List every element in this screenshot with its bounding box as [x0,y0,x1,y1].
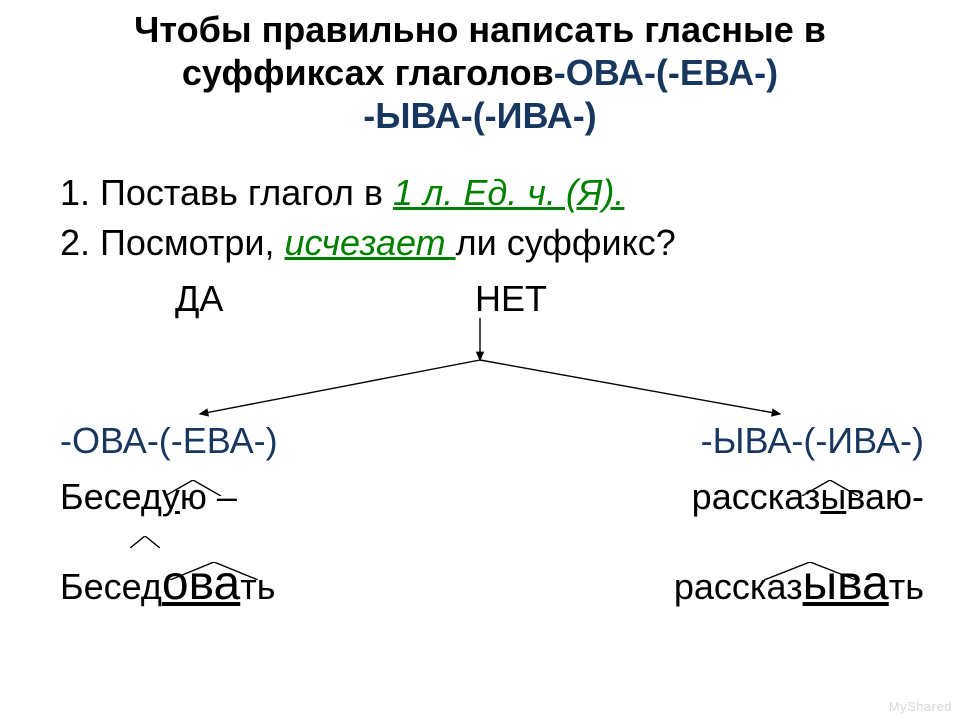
label-da: ДА [175,278,223,320]
ex-l2-pre: Бесед [60,566,162,607]
ex-l1-pre: Бесед [60,476,162,517]
branch-ova: -ОВА-(-ЕВА-) [60,420,278,462]
ex-r2-suf: ыва [803,557,889,610]
step-2: 2. Посмотри, исчезает ли суффикс? [60,222,676,264]
ex-r2-pre: рассказ [674,566,803,607]
ex-l2-post: ть [240,566,275,607]
title-ova2: -ЫВА-(-ИВА-) [363,95,596,136]
ex-r1-pre: рассказ [692,476,821,517]
slide: Чтобы правильно написать гласные в суффи… [0,0,960,720]
ex-r2-post: ть [889,566,924,607]
ex-r1-post: ваю- [846,476,924,517]
title-block: Чтобы правильно написать гласные в суффи… [0,8,960,138]
hat-icon [130,536,160,548]
watermark: MyShared [889,699,952,714]
step1-prefix: 1. Поставь глагол в [60,172,393,213]
ex-r1-u: ы [820,476,846,517]
ex-l2-suf: ова [162,557,240,610]
branch-yva: -ЫВА-(-ИВА-) [701,420,924,462]
example-right-1: рассказываю- [692,476,924,518]
step1-green: 1 л. Ед. ч. (Я). [393,172,624,213]
ex-l1-u: у [162,476,180,517]
example-right-2: рассказывать [674,556,924,611]
title-line1: Чтобы правильно написать гласные в [134,9,826,50]
title-ova1: -ОВА-(-ЕВА-) [554,52,778,93]
ex-l1-post: ю – [180,476,237,517]
example-left-2: Беседовать [60,556,276,611]
step-1: 1. Поставь глагол в 1 л. Ед. ч. (Я). [60,172,624,214]
step2-suffix: ли суффикс? [456,222,676,263]
step2-prefix: 2. Посмотри, [60,222,285,263]
label-net: НЕТ [475,278,547,320]
title-line2a: суффиксах глаголов [182,52,554,93]
example-left-1: Беседую – [60,476,237,518]
step2-green: исчезает [285,222,456,263]
